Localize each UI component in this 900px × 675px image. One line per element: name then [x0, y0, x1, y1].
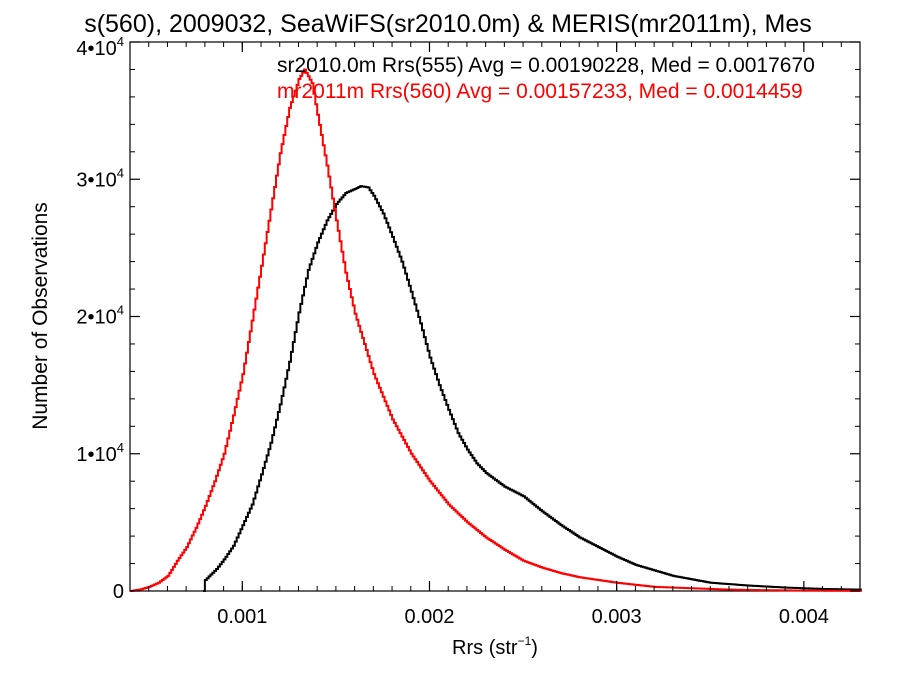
x-tick-label: 0.003 — [592, 606, 642, 628]
chart-title: s(560), 2009032, SeaWiFS(sr2010.0m) & ME… — [84, 10, 812, 38]
plot-frame — [129, 41, 861, 592]
y-tick-label-exponent: 4 — [117, 440, 124, 455]
x-axis-label-main: Rrs (str — [452, 637, 518, 659]
x-axis-label-close: ) — [531, 637, 538, 659]
y-tick-label: 1•104 — [76, 440, 124, 466]
y-tick-label-base: 0 — [113, 581, 124, 603]
y-axis-label: Number of Observations — [29, 202, 52, 430]
series-1-line — [203, 185, 862, 592]
x-tick-label: 0.002 — [404, 606, 454, 628]
x-tick-label: 0.004 — [779, 606, 829, 628]
legend-entry-2: mr2011m Rrs(560) Avg = 0.00157233, Med =… — [277, 80, 803, 103]
legend-entry-1: sr2010.0m Rrs(555) Avg = 0.00190228, Med… — [277, 54, 815, 77]
y-tick-label-exponent: 4 — [117, 165, 124, 180]
series-2-line — [130, 68, 862, 592]
y-tick-label-base: 4•10 — [76, 38, 116, 60]
y-tick-label-base: 1•10 — [76, 444, 116, 466]
x-tick-label: 0.001 — [217, 606, 267, 628]
y-tick-label-exponent: 4 — [117, 303, 124, 318]
y-tick-label-exponent: 4 — [117, 34, 124, 49]
x-axis-ticks: 0.001 0.002 0.003 0.004 — [148, 42, 861, 628]
y-tick-label: 2•104 — [76, 303, 124, 329]
y-tick-label: 4•104 — [76, 34, 124, 60]
y-tick-label-base: 2•10 — [76, 307, 116, 329]
x-axis-label: Rrs (str−1) — [452, 634, 538, 659]
x-axis-label-exponent: −1 — [518, 634, 532, 648]
y-tick-label: 0 — [113, 581, 124, 603]
y-tick-label: 3•104 — [76, 165, 124, 191]
y-tick-label-base: 3•10 — [76, 169, 116, 191]
series-layer — [130, 68, 862, 592]
